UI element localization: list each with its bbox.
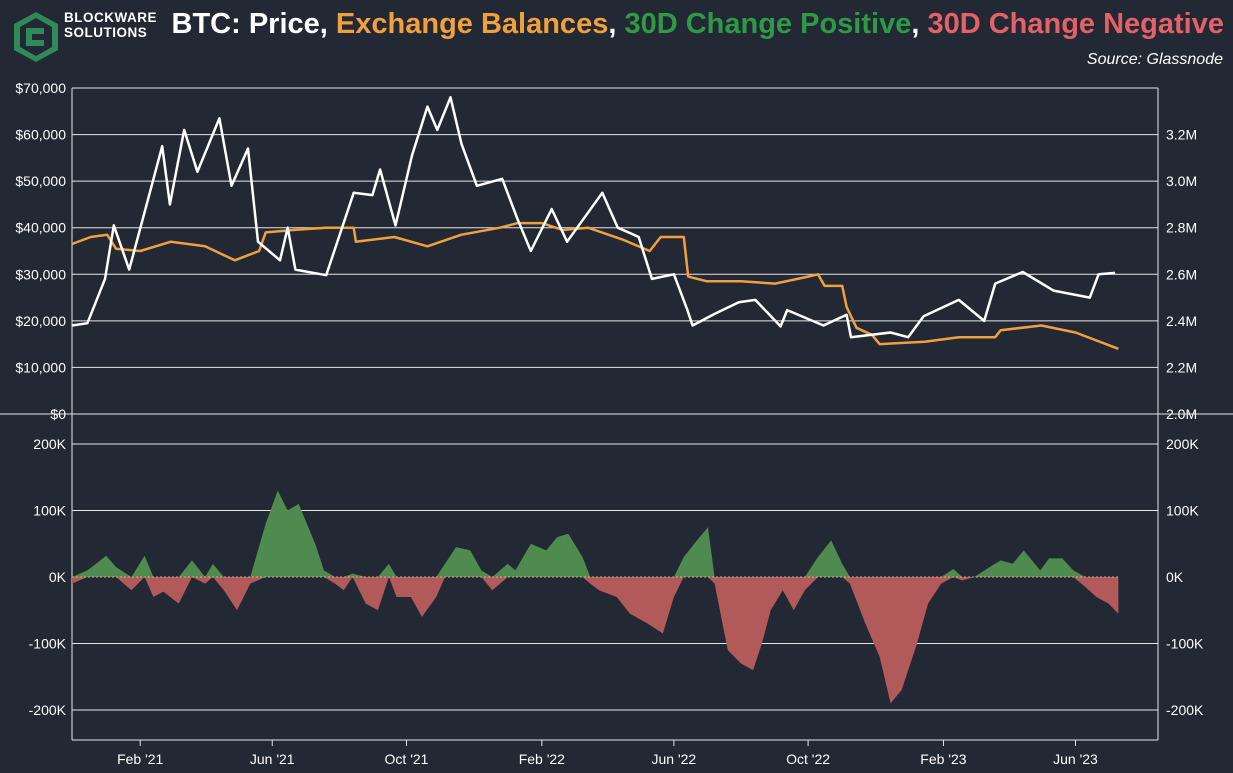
y-left-tick-label: $60,000 (15, 127, 66, 143)
x-tick-label: Jun '23 (1053, 751, 1098, 767)
brand-line-2: SOLUTIONS (64, 25, 148, 40)
x-tick-label: Feb '23 (920, 751, 966, 767)
x-tick-label: Oct '21 (385, 751, 429, 767)
brand-line-1: BLOCKWARE (64, 10, 157, 25)
y-right-tick-label: 2.8M (1166, 220, 1197, 236)
y-left-tick-label: $10,000 (15, 359, 66, 375)
lower-right-tick-label: -100K (1166, 636, 1204, 652)
y-right-tick-label: 3.2M (1166, 127, 1197, 143)
blockware-logo-icon (14, 12, 58, 62)
lower-left-tick-label: -200K (29, 702, 67, 718)
lower-left-tick-label: -100K (29, 636, 67, 652)
lower-left-tick-label: 200K (33, 436, 66, 452)
lower-left-tick-label: 0K (49, 569, 67, 585)
title-positive: 30D Change Positive (624, 8, 912, 40)
y-left-tick-label: $30,000 (15, 266, 66, 282)
price-line (71, 96, 1116, 339)
title-prefix: BTC: (171, 8, 249, 40)
y-right-tick-label: 3.0M (1166, 173, 1197, 189)
title-price: Price (248, 8, 320, 40)
brand-name: BLOCKWARE SOLUTIONS (64, 10, 157, 40)
lower-left-tick-label: 100K (33, 503, 66, 519)
x-tick-label: Feb '22 (519, 751, 565, 767)
chart-title: BTC: Price, Exchange Balances, 30D Chang… (172, 8, 1225, 41)
y-left-tick-label: $20,000 (15, 313, 66, 329)
title-balance: Exchange Balances (335, 8, 609, 40)
x-tick-label: Oct '22 (786, 751, 830, 767)
y-left-tick-label: $50,000 (15, 173, 66, 189)
y-left-tick-label: $70,000 (15, 80, 66, 96)
30d-change-positive-area (72, 490, 1119, 577)
y-right-tick-label: 2.2M (1166, 359, 1197, 375)
title-sep-3: , (911, 8, 928, 40)
y-right-tick-label: 2.4M (1166, 313, 1197, 329)
title-negative: 30D Change Negative (927, 8, 1224, 40)
y-left-tick-label: $40,000 (15, 220, 66, 236)
title-sep-2: , (608, 8, 625, 40)
lower-right-tick-label: 0K (1166, 569, 1184, 585)
chart-source: Source: Glassnode (1086, 51, 1223, 68)
title-sep-1: , (319, 8, 336, 40)
x-tick-label: Jun '21 (250, 751, 295, 767)
lower-right-tick-label: 100K (1166, 503, 1199, 519)
x-tick-label: Jun '22 (652, 751, 697, 767)
y-right-tick-label: 2.6M (1166, 266, 1197, 282)
30d-change-negative-area (72, 577, 1119, 704)
lower-right-tick-label: 200K (1166, 436, 1199, 452)
x-tick-label: Feb '21 (117, 751, 163, 767)
lower-right-tick-label: -200K (1166, 702, 1204, 718)
exchange-balance-line (71, 221, 1119, 350)
